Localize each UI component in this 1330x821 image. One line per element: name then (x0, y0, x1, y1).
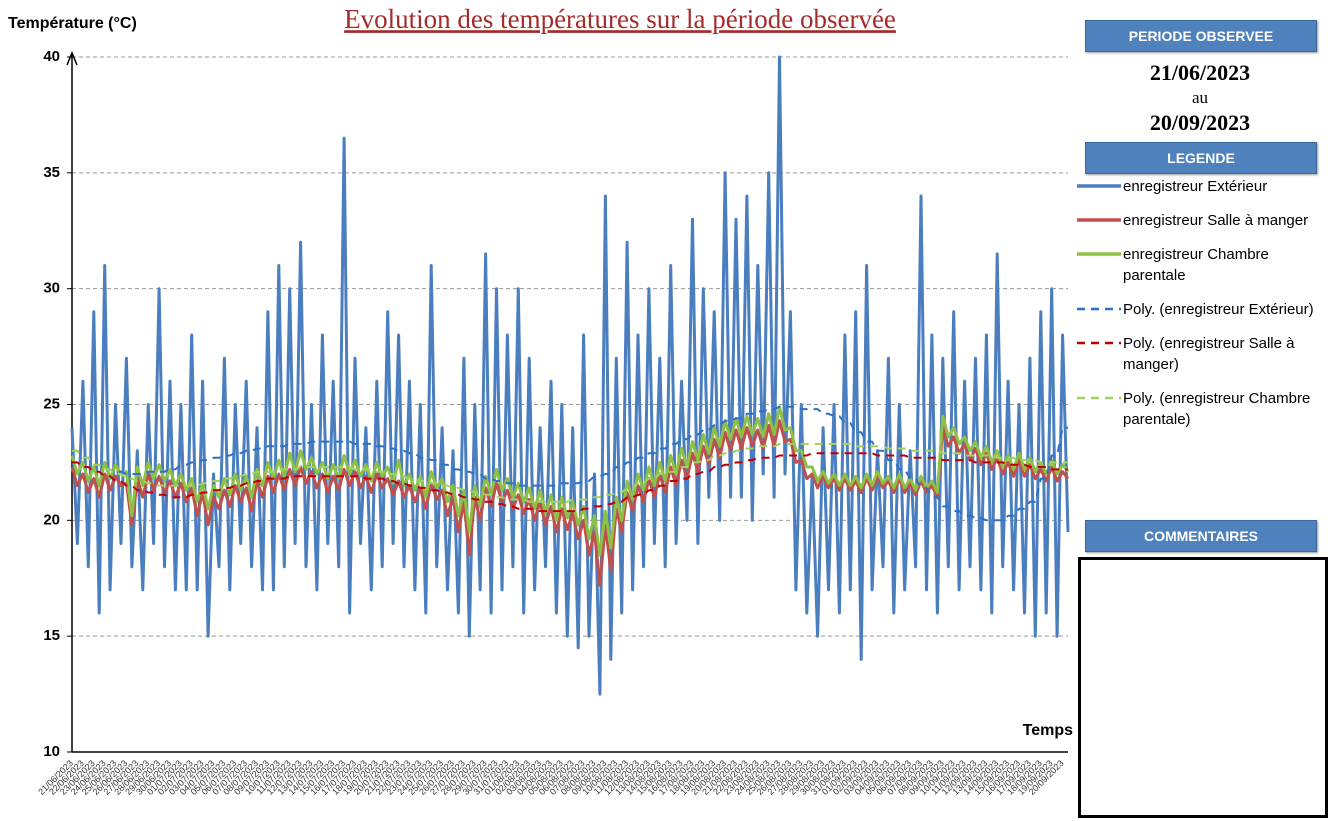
legend-item: enregistreur Extérieur (1075, 176, 1325, 197)
legend-label: Poly. (enregistreur Chambre parentale) (1123, 390, 1311, 428)
y-tick-label: 40 (43, 48, 60, 65)
y-tick-label: 20 (43, 511, 60, 528)
period-header: PERIODE OBSERVEE (1085, 20, 1317, 52)
period-start: 21/06/2023 (1149, 60, 1251, 85)
legend-item: enregistreur Salle à manger (1075, 210, 1325, 231)
series-line (70, 405, 1070, 557)
period-end: 20/09/2023 (1149, 110, 1251, 135)
y-tick-label: 15 (43, 627, 60, 644)
y-tick-label: 35 (43, 164, 60, 181)
x-axis-label: Temps (1023, 722, 1073, 739)
legend-item: enregistreur Chambre parentale (1075, 244, 1325, 286)
y-tick-label: 30 (43, 280, 60, 297)
legend-label: Poly. (enregistreur Salle à manger) (1123, 335, 1295, 373)
legend: enregistreur Extérieur enregistreur Salle… (1075, 176, 1325, 443)
y-axis-label: Température (°C) (8, 15, 137, 32)
legend-header: LEGENDE (1085, 142, 1317, 174)
series-line (70, 55, 1070, 696)
legend-item: Poly. (enregistreur Extérieur) (1075, 299, 1325, 320)
trend-line (72, 442, 1068, 503)
comments-header: COMMENTAIRES (1085, 520, 1317, 552)
legend-swatch (1077, 252, 1121, 256)
chart-title: Evolution des températures sur la périod… (344, 4, 896, 34)
chart: Evolution des températures sur la périod… (8, 4, 1073, 797)
legend-swatch (1077, 307, 1121, 311)
y-axis-arrow (66, 51, 78, 66)
period-sep: au (1191, 88, 1209, 107)
legend-label: enregistreur Salle à manger (1123, 212, 1309, 229)
legend-label: enregistreur Extérieur (1123, 178, 1268, 195)
legend-label: Poly. (enregistreur Extérieur) (1123, 301, 1314, 318)
legend-item: Poly. (enregistreur Salle à manger) (1075, 333, 1325, 375)
legend-label: enregistreur Chambre parentale (1123, 246, 1269, 284)
legend-swatch (1077, 184, 1121, 188)
trend-line (72, 452, 1068, 513)
y-tick-label: 10 (43, 743, 60, 760)
comments-box (1078, 557, 1328, 818)
legend-swatch (1077, 341, 1121, 345)
legend-item: Poly. (enregistreur Chambre parentale) (1075, 388, 1325, 430)
legend-swatch (1077, 218, 1121, 222)
series-line (70, 419, 1070, 587)
y-tick-label: 25 (43, 395, 60, 412)
legend-swatch (1077, 396, 1121, 400)
